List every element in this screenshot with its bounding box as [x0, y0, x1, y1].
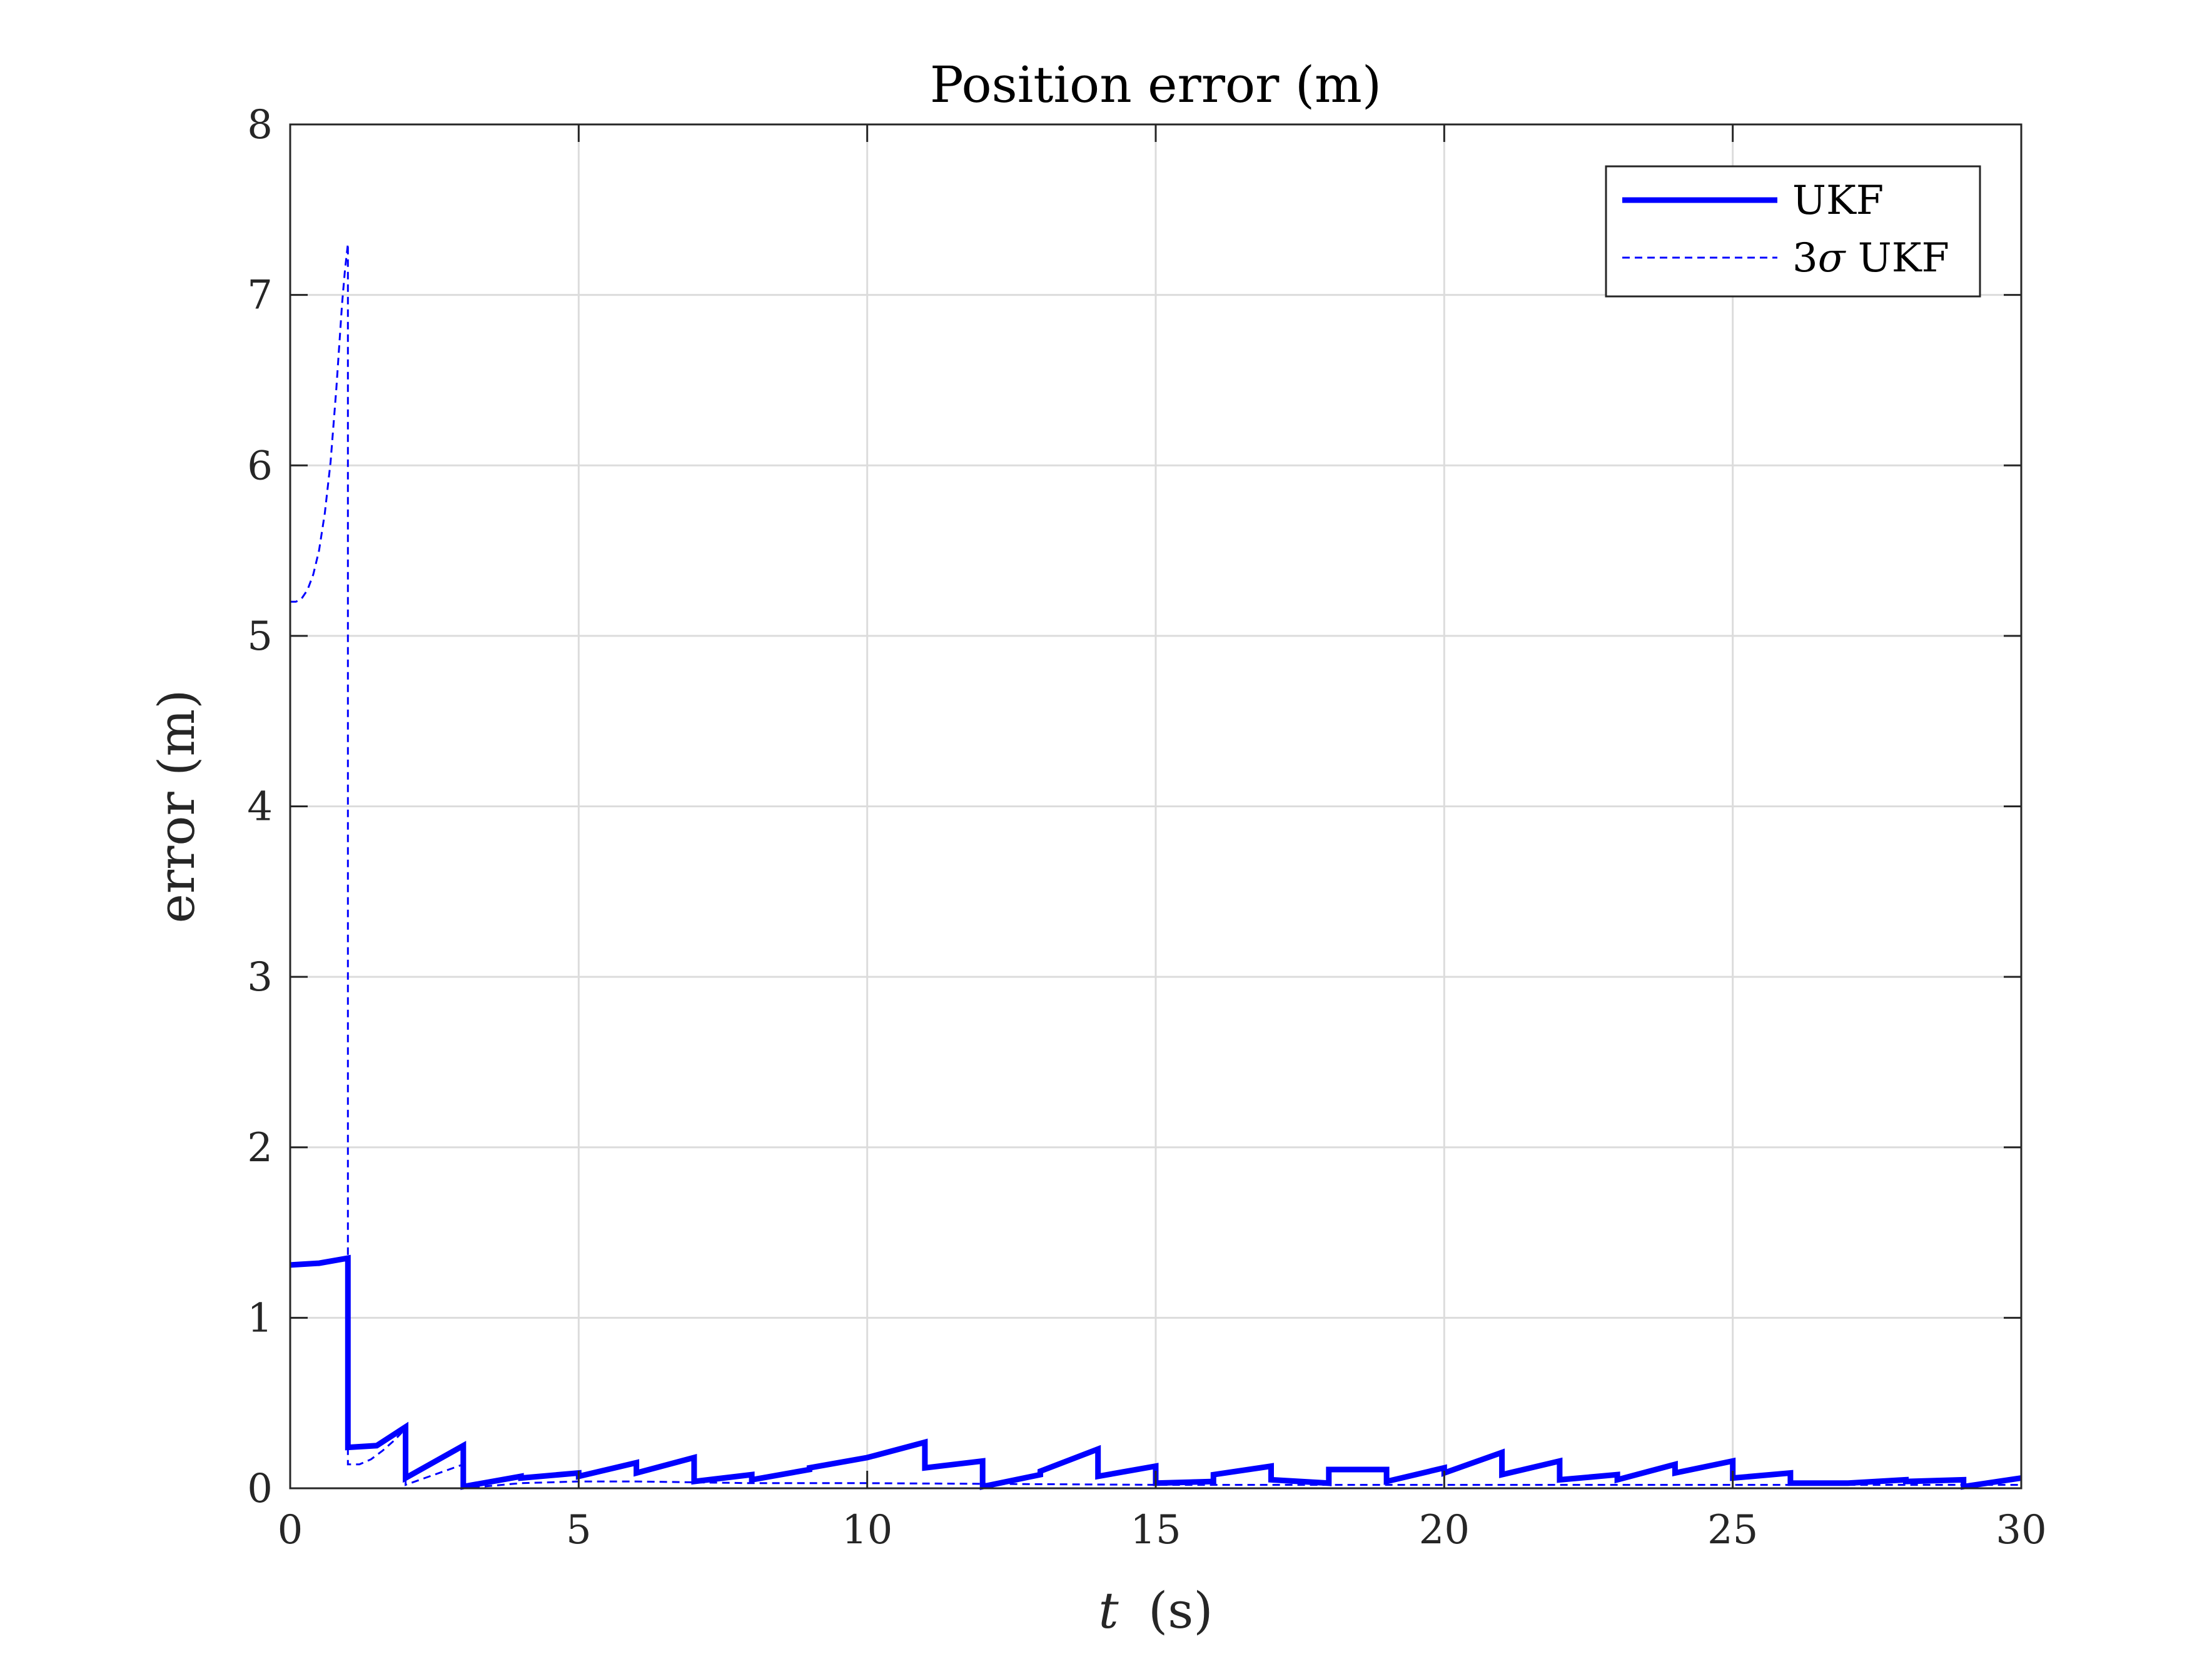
legend-sigma-symbol: σ	[1818, 235, 1847, 281]
x-axis-unit: (s)	[1148, 1581, 1213, 1640]
x-axis-variable: t	[1098, 1581, 1119, 1640]
series-layer	[290, 243, 2022, 1490]
y-tick-label: 6	[247, 443, 273, 489]
x-tick-label: 10	[842, 1507, 892, 1553]
series-line-3sigma-ukf	[290, 243, 2021, 1490]
y-tick-label: 0	[247, 1466, 273, 1512]
legend-label-3sigma-ukf: 3σ UKF	[1792, 235, 1949, 281]
legend-sigma-prefix: 3	[1792, 235, 1818, 281]
y-tick-label: 7	[247, 273, 273, 319]
x-tick-label: 25	[1707, 1507, 1758, 1553]
x-tick-label: 5	[566, 1507, 592, 1553]
y-axis-label: error (m)	[148, 690, 206, 924]
y-tick-label: 2	[247, 1125, 273, 1171]
x-axis-label: t (s)	[1098, 1581, 1213, 1640]
y-tick-label: 3	[247, 954, 273, 1001]
y-tick-label: 1	[247, 1295, 273, 1341]
ticks: 0 5 10 15 20 25 30 0 1 2 3 4 5 6 7 8	[247, 102, 2046, 1553]
legend: UKF 3σ UKF	[1605, 165, 1981, 298]
series-line-ukf	[290, 1254, 2022, 1490]
y-tick-label: 8	[247, 102, 273, 148]
x-tick-label: 20	[1419, 1507, 1470, 1553]
x-tick-label: 15	[1130, 1507, 1181, 1553]
legend-label-ukf: UKF	[1792, 178, 1884, 224]
chart-title: Position error (m)	[930, 56, 1381, 114]
legend-sigma-suffix: UKF	[1845, 235, 1949, 281]
y-tick-label: 4	[247, 784, 273, 830]
x-tick-label: 0	[278, 1507, 303, 1553]
legend-box	[1605, 165, 1981, 298]
x-tick-label: 30	[1996, 1507, 2046, 1553]
y-tick-label: 5	[247, 613, 273, 660]
